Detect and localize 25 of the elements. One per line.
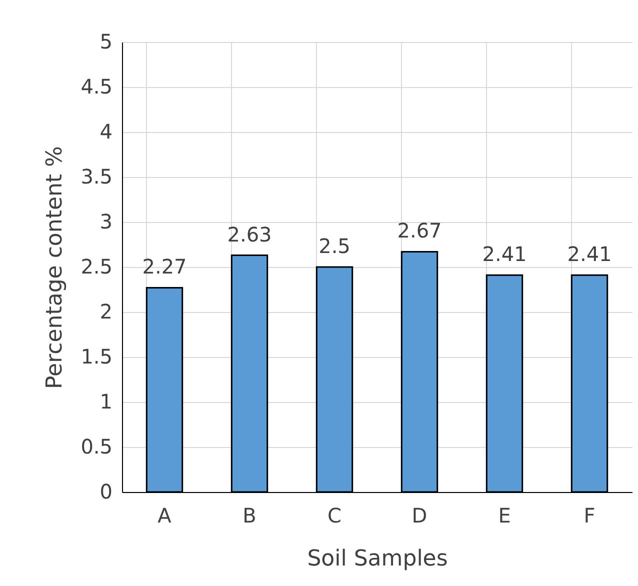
data-label: 2.67 xyxy=(397,218,442,243)
y-tick-label: 4 xyxy=(100,120,112,144)
y-axis-title: Percentage content % xyxy=(42,146,68,389)
y-tick-label: 5 xyxy=(100,30,112,54)
y-tick-label: 3.5 xyxy=(80,164,112,188)
y-tick-label: 2.5 xyxy=(80,254,112,278)
y-tick-label: 0 xyxy=(100,480,112,504)
y-tick-label: 1 xyxy=(100,390,112,414)
y-tick-label: 4.5 xyxy=(80,74,112,98)
data-label: 2.41 xyxy=(482,242,527,266)
x-tick-label: A xyxy=(158,504,172,528)
y-tick-label: 3 xyxy=(100,210,112,234)
data-label: 2.63 xyxy=(227,222,272,246)
data-label: 2.27 xyxy=(142,254,187,279)
x-tick-label: E xyxy=(498,504,511,528)
x-tick-label: B xyxy=(242,504,256,528)
x-tick-label: C xyxy=(328,504,342,528)
x-tick-label: D xyxy=(412,504,428,528)
x-axis-title: Soil Samples xyxy=(307,546,448,572)
data-label: 2.5 xyxy=(318,234,350,258)
y-tick-label: 0.5 xyxy=(80,434,112,458)
y-tick-label: 2 xyxy=(100,300,112,324)
data-label: 2.41 xyxy=(567,242,612,266)
x-tick-label: F xyxy=(584,504,596,528)
y-tick-label: 1.5 xyxy=(80,344,112,368)
